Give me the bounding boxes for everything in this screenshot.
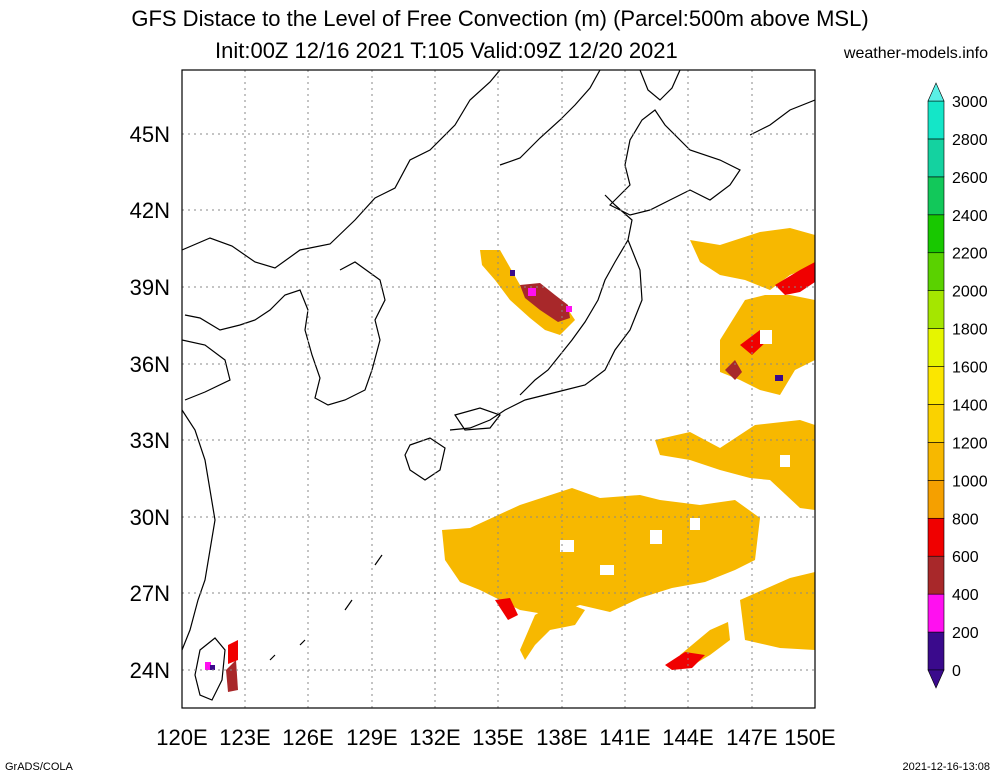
colorbar-swatch (927, 404, 945, 443)
colorbar-label: 1200 (952, 435, 988, 452)
colorbar-label: 3000 (952, 94, 988, 111)
lat-label: 45N (130, 122, 170, 147)
colorbar-swatch (927, 100, 945, 140)
coast-asia-north (182, 70, 501, 269)
colorbar-swatch (927, 290, 945, 329)
chart-title: GFS Distace to the Level of Free Convect… (131, 6, 869, 31)
shade-east-mid (655, 420, 815, 510)
colorbar-swatch (927, 442, 945, 481)
colorbar-lower-arrow (927, 669, 945, 689)
lon-label: 123E (219, 725, 270, 750)
colorbar-label: 600 (952, 549, 979, 566)
coast-hokkaido (608, 109, 741, 216)
shade-ne-red (775, 262, 815, 295)
colorbar-swatch (927, 555, 945, 595)
coast-china-south (182, 409, 216, 651)
shade-taiwan-red (228, 640, 238, 664)
lat-label: 27N (130, 581, 170, 606)
lat-label: 30N (130, 505, 170, 530)
colorbar: 0 200 400 600 800 1000 1200 1400 1600 1800 2000 220… (927, 82, 988, 689)
colorbar-swatch (927, 328, 945, 367)
colorbar-swatch (927, 366, 945, 405)
colorbar-label: 800 (952, 511, 979, 528)
colorbar-label: 1800 (952, 322, 988, 339)
colorbar-label: 2200 (952, 246, 988, 263)
lon-label: 150E (784, 725, 835, 750)
lon-label: 135E (472, 725, 523, 750)
lon-label: 147E (726, 725, 777, 750)
lfc-shading (205, 228, 815, 692)
colorbar-swatch (927, 517, 945, 557)
shade-purple-1 (510, 270, 515, 276)
shade-pacific-south (442, 488, 760, 615)
lon-label: 129E (346, 725, 397, 750)
coast-shikoku (454, 407, 501, 431)
shade-east-se (740, 572, 815, 650)
credit-text: weather-models.info (843, 45, 988, 62)
colorbar-label: 2600 (952, 170, 988, 187)
footer-software: GrADS/COLA (5, 761, 73, 773)
shade-taiwan-dark (226, 660, 238, 692)
lat-label: 42N (130, 198, 170, 223)
lon-label: 138E (536, 725, 587, 750)
coast-kurils (749, 99, 815, 136)
colorbar-label: 1400 (952, 397, 988, 414)
coast-china (182, 314, 241, 401)
shade-ne (690, 228, 815, 290)
coast-korea (239, 261, 386, 406)
coast-honshu (449, 194, 643, 431)
shade-south-tail (520, 600, 585, 660)
shade-magenta-1 (528, 288, 536, 296)
lon-label: 126E (282, 725, 333, 750)
colorbar-swatch (927, 214, 945, 254)
coastlines (182, 70, 815, 701)
colorbar-label: 200 (952, 625, 979, 642)
shade-ne-dark (725, 360, 742, 380)
colorbar-label: 400 (952, 587, 979, 604)
coast-asia-north2 (499, 70, 601, 166)
shade-purple-2 (775, 375, 783, 381)
lon-label: 141E (599, 725, 650, 750)
lat-label: 36N (130, 352, 170, 377)
shade-magenta-2 (566, 306, 572, 312)
shade-purple-3 (210, 665, 215, 670)
colorbar-label: 1000 (952, 473, 988, 490)
colorbar-swatch (927, 252, 945, 291)
chart-subtitle: Init:00Z 12/16 2021 T:105 Valid:09Z 12/2… (215, 38, 678, 63)
lon-labels: 120E 123E 126E 129E 132E 135E 138E 141E … (156, 725, 835, 750)
coast-sakhalin (639, 70, 681, 101)
colorbar-upper-arrow (927, 82, 945, 102)
lat-label: 39N (130, 275, 170, 300)
coast-ryukyu (269, 554, 383, 661)
coast-taiwan (194, 637, 226, 701)
colorbar-label: 2800 (952, 132, 988, 149)
lon-label: 120E (156, 725, 207, 750)
map-frame (181, 69, 816, 709)
colorbar-label: 2000 (952, 284, 988, 301)
colorbar-swatch (927, 176, 945, 216)
shade-magenta-3 (205, 662, 211, 670)
shade-ne-coast (720, 295, 815, 395)
colorbar-swatch (927, 631, 945, 671)
lat-label: 24N (130, 658, 170, 683)
graticule (182, 70, 815, 708)
colorbar-label: 2400 (952, 208, 988, 225)
lon-label: 144E (662, 725, 713, 750)
lat-labels: 45N 42N 39N 36N 33N 30N 27N 24N (130, 122, 170, 683)
shade-se-red (665, 652, 705, 670)
colorbar-swatch (927, 138, 945, 178)
colorbar-swatch (927, 593, 945, 633)
coast-kyushu (404, 437, 446, 481)
shade-south-red (495, 598, 518, 620)
lon-label: 132E (409, 725, 460, 750)
lat-label: 33N (130, 428, 170, 453)
footer-timestamp: 2021-12-16-13:08 (902, 761, 990, 773)
colorbar-swatch (927, 480, 945, 519)
colorbar-label: 0 (952, 663, 961, 680)
colorbar-label: 1600 (952, 360, 988, 377)
